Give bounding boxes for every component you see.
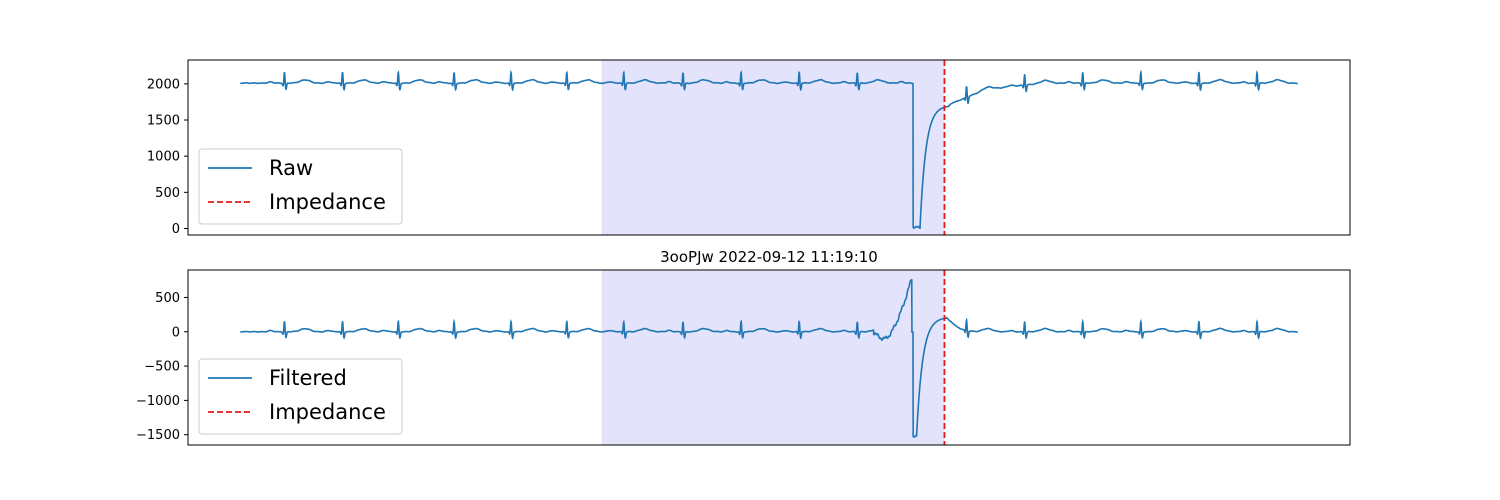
filtered-legend-label: Filtered (269, 366, 347, 390)
filtered-legend: Filtered Impedance (198, 358, 403, 435)
filtered-ytick-label: −1500 (136, 428, 180, 443)
raw-legend: Raw Impedance (198, 148, 403, 225)
filtered-ytick-label: −1000 (136, 394, 180, 409)
filtered-axes-frame (187, 269, 1351, 446)
raw-ytick-label: 2000 (147, 77, 180, 92)
raw-axes-frame (187, 59, 1351, 236)
filtered-panel-title: 3ooPJw 2022-09-12 11:19:10 (660, 248, 878, 266)
raw-shaded-region (601, 60, 945, 235)
raw-ytick-label: 500 (155, 186, 180, 201)
filtered-ytick-label: −500 (144, 360, 180, 375)
filtered-shaded-region (601, 270, 945, 445)
filtered-signal-line (239, 278, 1298, 438)
raw-signal-line (239, 69, 1298, 230)
filtered-ytick-label: 0 (172, 325, 180, 340)
raw-legend-label: Raw (269, 156, 313, 180)
raw-ytick-label: 1500 (147, 114, 180, 129)
raw-legend-label: Impedance (269, 190, 386, 214)
raw-panel: 0 500 1000 1500 2000 Raw Impedance (147, 59, 1351, 237)
filtered-panel: 500 0 −500 −1000 −1500 Filtered Impedance (136, 269, 1351, 446)
filtered-legend-label: Impedance (269, 400, 386, 424)
filtered-ytick-label: 500 (155, 291, 180, 306)
raw-ytick-label: 1000 (147, 150, 180, 165)
raw-ytick-label: 0 (172, 222, 180, 237)
